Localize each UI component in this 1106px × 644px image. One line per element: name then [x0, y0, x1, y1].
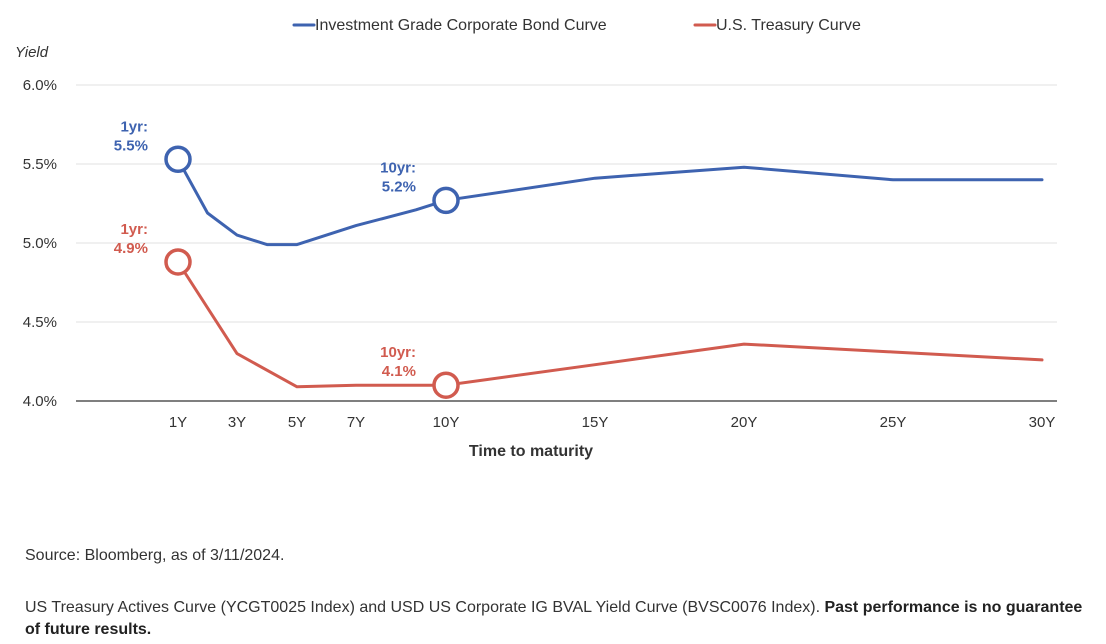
x-tick-label: 25Y [880, 414, 907, 431]
annotations: 1yr: 5.5% 10yr: 5.2% 1yr: 4.9% 10yr: 4.1% [114, 118, 416, 380]
annotation-label: 10yr: [380, 344, 416, 361]
treasury-curve-line [176, 260, 1044, 389]
highlight-marker [432, 371, 460, 399]
x-tick-label: 15Y [582, 414, 609, 431]
x-tick-label: 20Y [731, 414, 758, 431]
legend-label: U.S. Treasury Curve [716, 17, 861, 34]
y-tick-label: 4.0% [23, 393, 57, 410]
highlight-markers [164, 145, 460, 399]
annotation-value: 5.2% [382, 178, 416, 195]
x-axis-label: Time to maturity [469, 443, 593, 460]
x-tick-label: 10Y [433, 414, 460, 431]
highlight-marker [164, 145, 192, 174]
y-axis-label: Yield [15, 44, 49, 61]
corporate-bond-curve-line [176, 157, 1044, 247]
x-tick-label: 5Y [288, 414, 306, 431]
annotation-label: 1yr: [120, 118, 148, 135]
disclaimer-text: Past performance is no guarantee of futu… [25, 599, 1083, 638]
annotation-value: 4.1% [382, 363, 416, 380]
x-tick-label: 7Y [347, 414, 365, 431]
y-axis-ticks: 4.0% 4.5% 5.0% 5.5% 6.0% [23, 77, 57, 410]
x-axis-ticks: 1Y 3Y 5Y 7Y 10Y 15Y 20Y 25Y 30Y [169, 414, 1056, 431]
highlight-marker [164, 248, 192, 276]
y-tick-label: 4.5% [23, 314, 57, 331]
legend-label: Investment Grade Corporate Bond Curve [315, 17, 607, 34]
annotation-value: 4.9% [114, 240, 148, 257]
y-tick-label: 5.0% [23, 235, 57, 252]
source-note: Source: Bloomberg, as of 3/11/2024. [25, 547, 285, 564]
legend: Investment Grade Corporate Bond Curve U.S… [292, 17, 861, 34]
series-lines [176, 157, 1044, 389]
annotation-label: 10yr: [380, 159, 416, 176]
yield-curve-chart: Investment Grade Corporate Bond Curve U.S… [15, 17, 1057, 460]
x-tick-label: 1Y [169, 414, 187, 431]
highlight-marker [432, 186, 460, 215]
x-tick-label: 30Y [1029, 414, 1056, 431]
indices-note: US Treasury Actives Curve (YCGT0025 Inde… [25, 597, 1090, 641]
indices-text: US Treasury Actives Curve (YCGT0025 Inde… [25, 599, 825, 616]
x-tick-label: 3Y [228, 414, 246, 431]
gridlines [76, 84, 1057, 402]
y-tick-label: 5.5% [23, 156, 57, 173]
annotation-label: 1yr: [120, 221, 148, 238]
annotation-value: 5.5% [114, 137, 148, 154]
y-tick-label: 6.0% [23, 77, 57, 94]
